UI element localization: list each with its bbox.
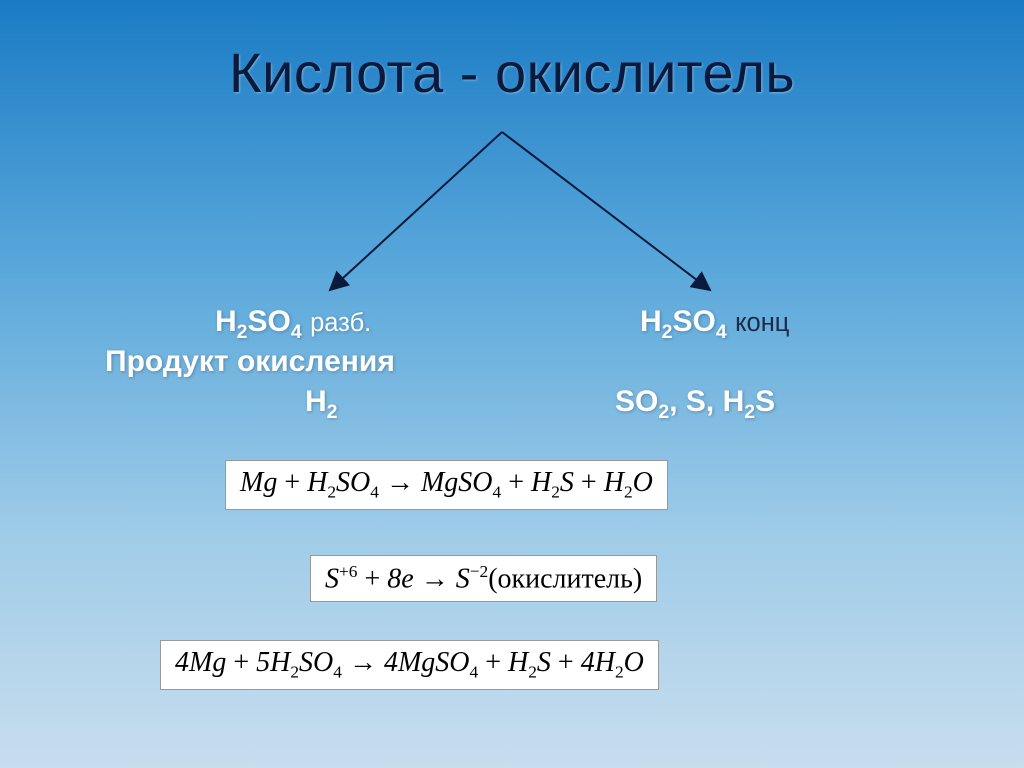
equation-box-3: 4Mg + 5H2SO4 → 4MgSO4 + H2S + 4H2O xyxy=(160,640,659,690)
branch-right-label: H2SO4 конц xyxy=(640,305,789,344)
equation-box-1: Mg + H2SO4 → MgSO4 + H2S + H2O xyxy=(225,460,668,510)
page-title: Кислота - окислитель xyxy=(0,40,1024,105)
equation-box-2: S+6 + 8e → S−2(окислитель) xyxy=(310,555,657,602)
product-label: Продукт окисления xyxy=(105,345,395,379)
branch-left-label: H2SO4 разб. xyxy=(215,305,371,344)
branch-right-tag: конц xyxy=(735,309,789,337)
branch-right-formula: H2SO4 xyxy=(640,305,727,338)
branch-arrows xyxy=(0,120,1024,330)
product-right-value: SO2, S, H2S xyxy=(615,385,775,424)
branch-left-tag: разб. xyxy=(310,309,371,337)
product-left-value: H2 xyxy=(305,385,338,424)
branch-left-formula: H2SO4 xyxy=(215,305,302,338)
